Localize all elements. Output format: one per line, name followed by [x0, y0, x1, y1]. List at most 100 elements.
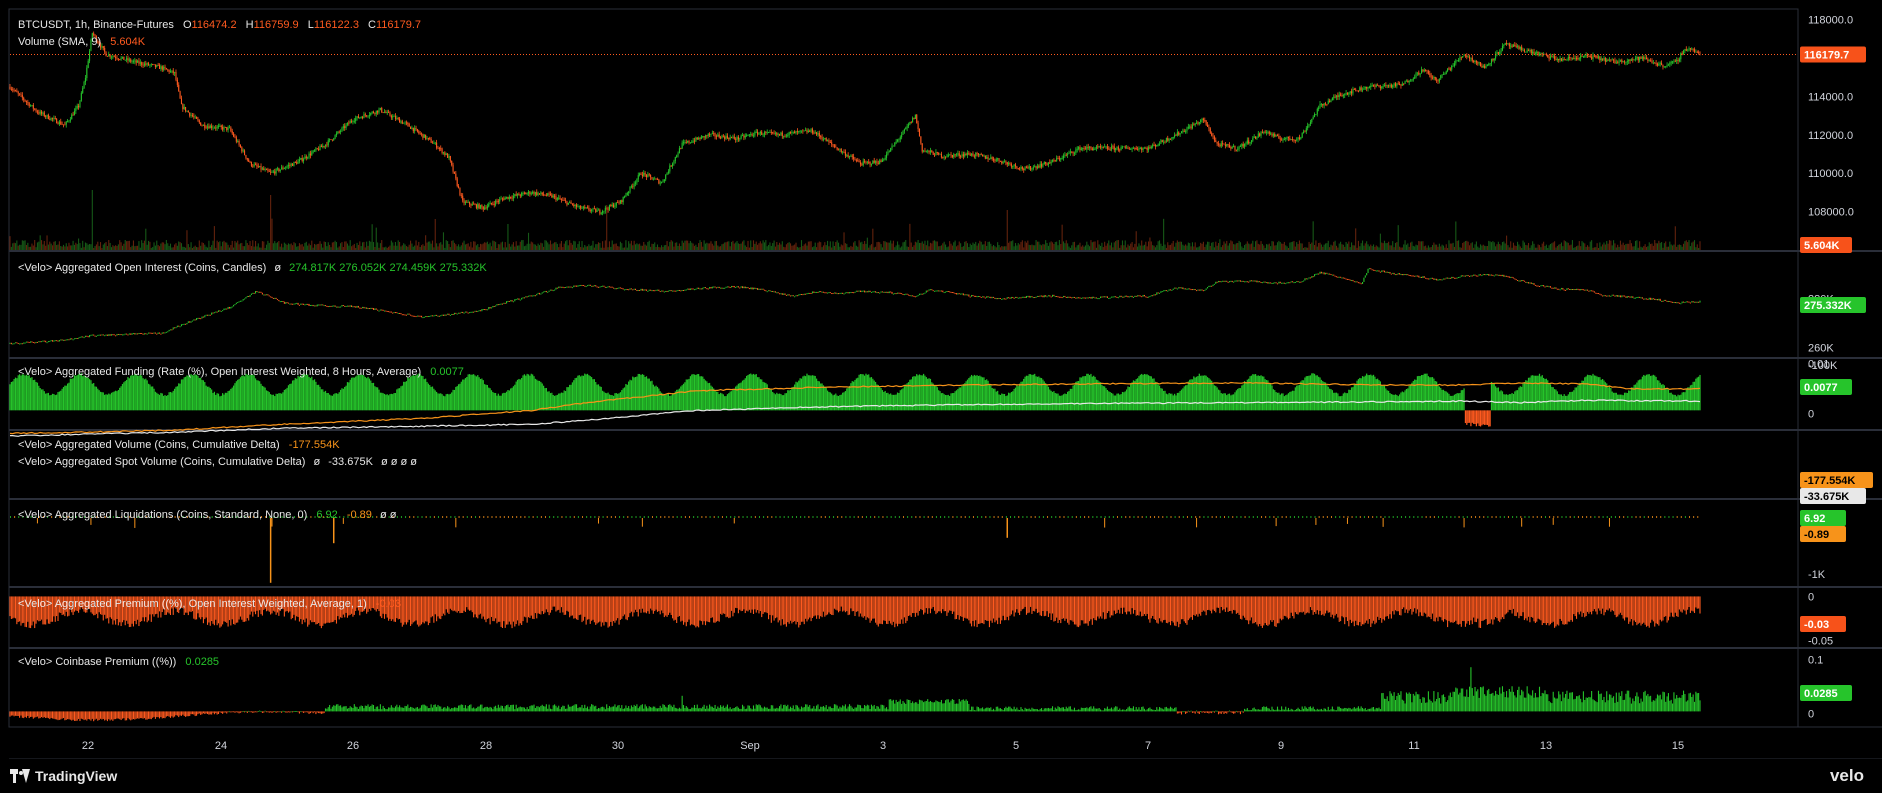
volume-bar [758, 243, 760, 250]
oi-candle [463, 312, 465, 314]
oi-candle [549, 289, 552, 291]
volume-bar [1655, 243, 1657, 250]
volume-bar [851, 246, 853, 250]
candle-body [1039, 163, 1041, 168]
oi-candle [1566, 288, 1568, 291]
oi-candle [275, 297, 277, 300]
volume-bar [1451, 243, 1453, 250]
oi-candle [1665, 299, 1667, 301]
oi-candle [728, 286, 730, 288]
candle-body [1582, 55, 1584, 57]
volume-bar [1412, 245, 1414, 250]
volume-bar [1025, 242, 1028, 250]
oi-candle [1020, 297, 1022, 299]
volume-bar [47, 244, 49, 250]
oi-candle [533, 295, 535, 297]
volume-bar [1264, 247, 1266, 250]
volume-bar [784, 247, 786, 250]
volume-bar [1485, 246, 1487, 250]
volume-bar [1640, 246, 1642, 250]
volume-bar [824, 242, 826, 250]
candle-body [311, 152, 313, 156]
candle-body [231, 131, 233, 134]
candle-body [1283, 138, 1285, 140]
volume-bar [445, 240, 447, 250]
volume-bar [674, 242, 676, 250]
candle-body [488, 204, 490, 207]
candle-body [1426, 70, 1428, 72]
volume-bar [1419, 241, 1421, 250]
oi-candle [410, 314, 412, 316]
oi-candle [595, 285, 597, 287]
volume-bar [912, 246, 914, 250]
volume-bar [740, 243, 742, 250]
candle-body [1112, 146, 1114, 148]
volume-bar [135, 245, 137, 250]
candle-body [261, 168, 263, 170]
candle-body [1554, 56, 1556, 59]
oi-candle [481, 309, 483, 312]
candle-body [1681, 53, 1683, 55]
oi-candle [547, 291, 549, 293]
candle-body [1032, 166, 1034, 169]
candle-body [19, 93, 21, 95]
volume-bar [437, 246, 439, 250]
candle-body [1399, 83, 1401, 85]
volume-bar [1263, 245, 1265, 250]
volume-bar [320, 243, 322, 250]
funding-bar [66, 383, 69, 411]
volume-bar [418, 241, 420, 250]
oi-candle [1351, 279, 1353, 281]
oi-candle [706, 288, 708, 290]
candle-body [178, 84, 180, 92]
volume-bar [1492, 241, 1494, 250]
volume-bar [953, 242, 955, 250]
volume-bar [1680, 244, 1682, 250]
oi-candle [282, 301, 284, 303]
oi-candle [383, 310, 386, 312]
candle-body [21, 94, 23, 98]
candle-body [1541, 53, 1543, 55]
candle-body [575, 204, 578, 207]
volume-bar [735, 242, 737, 250]
candle-body [1634, 58, 1637, 60]
candle-body [796, 131, 798, 132]
oi-candle [1334, 275, 1336, 277]
volume-bar [193, 246, 195, 250]
candle-body [1001, 161, 1003, 164]
volume-bar [463, 240, 465, 250]
oi-candle [805, 293, 807, 295]
volume-bar [84, 242, 86, 250]
volume-bar [372, 242, 375, 250]
trading-chart[interactable]: 118000.0114000.0112000.0110000.0108000.0… [0, 0, 1882, 759]
candle-body [351, 121, 353, 122]
oi-candle [608, 286, 611, 288]
oi-candle [934, 290, 936, 292]
funding-bar [29, 377, 32, 411]
volume-bar [142, 243, 144, 250]
oi-candle [643, 289, 645, 291]
oi-candle [163, 332, 165, 334]
candle-body [285, 167, 287, 169]
volume-bar [1515, 245, 1517, 250]
candle-body [1363, 88, 1365, 90]
volume-bar [101, 247, 103, 250]
volume-bar [805, 243, 807, 250]
candle-body [1393, 83, 1395, 86]
volume-bar [1228, 243, 1231, 250]
oi-candle [687, 288, 689, 290]
volume-bar [481, 244, 483, 250]
oi-candle [639, 289, 641, 291]
candle-body [1098, 146, 1100, 148]
candle-body [1041, 163, 1043, 167]
oi-candle [507, 300, 509, 302]
candle-body [1290, 139, 1292, 140]
volume-bar [1208, 241, 1210, 250]
funding-bar [54, 395, 56, 411]
oi-candle [351, 305, 353, 308]
oi-candle [345, 305, 347, 307]
volume-bar [433, 247, 435, 250]
candle-body [682, 142, 685, 144]
oi-candle [1009, 297, 1011, 299]
candle-body [1420, 69, 1423, 74]
